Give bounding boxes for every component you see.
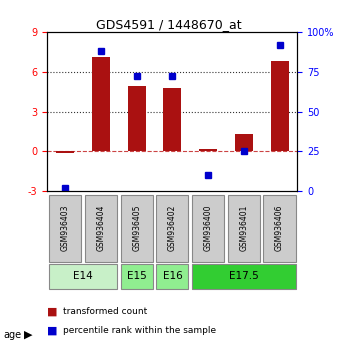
Text: age: age [3,330,22,339]
Bar [271,61,289,152]
Text: E16: E16 [163,271,182,281]
Bar [56,152,74,153]
Text: GSM936404: GSM936404 [96,205,105,251]
FancyBboxPatch shape [49,264,117,289]
Text: E14: E14 [73,271,93,281]
Text: transformed count: transformed count [63,307,147,316]
Text: ▶: ▶ [24,330,32,339]
Text: E15: E15 [127,271,147,281]
FancyBboxPatch shape [121,195,153,262]
Bar [235,134,253,152]
Text: GSM936402: GSM936402 [168,205,177,251]
Text: GSM936400: GSM936400 [203,205,213,251]
FancyBboxPatch shape [49,195,81,262]
FancyBboxPatch shape [228,195,260,262]
Text: GSM936406: GSM936406 [275,205,284,251]
Bar [92,57,110,152]
Text: ■: ■ [47,326,58,336]
Bar [128,86,146,152]
FancyBboxPatch shape [156,195,189,262]
Text: GSM936401: GSM936401 [239,205,248,251]
Bar [164,88,181,152]
Bar [199,149,217,152]
FancyBboxPatch shape [85,195,117,262]
Text: GSM936405: GSM936405 [132,205,141,251]
Text: GSM936403: GSM936403 [61,205,70,251]
FancyBboxPatch shape [121,264,153,289]
FancyBboxPatch shape [264,195,296,262]
FancyBboxPatch shape [192,264,296,289]
Text: percentile rank within the sample: percentile rank within the sample [63,326,216,336]
Text: E17.5: E17.5 [229,271,259,281]
FancyBboxPatch shape [156,264,189,289]
Text: GDS4591 / 1448670_at: GDS4591 / 1448670_at [96,18,242,31]
FancyBboxPatch shape [192,195,224,262]
Text: ■: ■ [47,307,58,316]
